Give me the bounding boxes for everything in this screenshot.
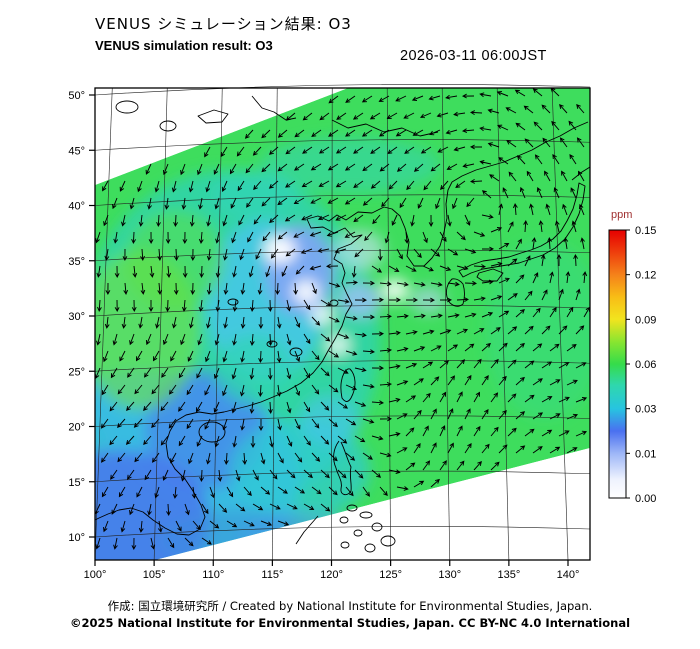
x-tick-label: 120° — [320, 569, 343, 581]
graticule — [94, 84, 591, 561]
colorbar-unit-label: ppm — [611, 209, 632, 221]
title-english: VENUS simulation result: O3 — [95, 38, 273, 53]
x-axis-labels: 100° 105° 110° 115° 120° 125° 130° 135° 140° — [84, 569, 580, 581]
colorbar-tick-label: 0.09 — [635, 314, 656, 326]
colorbar-tick-label: 0.01 — [635, 448, 656, 460]
axis-ticks — [89, 94, 569, 566]
x-tick-label: 100° — [84, 569, 107, 581]
y-tick-label: 30° — [68, 311, 85, 323]
y-tick-label: 35° — [68, 256, 85, 268]
y-tick-label: 10° — [68, 532, 85, 544]
colorbar-tick-label: 0.00 — [635, 493, 656, 505]
x-tick-label: 130° — [438, 569, 461, 581]
copyright-line: ©2025 National Institute for Environment… — [69, 616, 631, 630]
colorbar-tick-label: 0.12 — [635, 270, 656, 282]
timestamp: 2026-03-11 06:00JST — [400, 48, 547, 64]
x-tick-label: 125° — [379, 569, 402, 581]
x-tick-label: 140° — [557, 569, 580, 581]
x-tick-label: 110° — [202, 569, 224, 581]
y-tick-label: 50° — [68, 90, 85, 102]
y-axis-labels: 50° 45° 40° 35° 30° 25° 20° 15° 10° — [68, 90, 85, 544]
y-tick-label: 25° — [68, 366, 85, 378]
colorbar-tick-label: 0.06 — [635, 359, 656, 371]
plot-frame — [94, 87, 591, 561]
title-japanese: VENUS シミュレーション結果: O3 — [95, 15, 352, 33]
colorbar-tick-label: 0.03 — [635, 404, 656, 416]
x-tick-label: 105° — [143, 569, 166, 581]
o3-field — [95, 88, 590, 560]
coastlines — [94, 95, 591, 553]
colorbar-gradient — [608, 229, 627, 499]
colorbar-tick-label: 0.15 — [635, 225, 656, 237]
y-tick-label: 20° — [68, 422, 85, 434]
y-tick-label: 15° — [68, 477, 85, 489]
credit-line: 作成: 国立環境研究所 / Created by National Instit… — [107, 599, 593, 613]
x-tick-label: 135° — [497, 569, 520, 581]
wind-vectors — [94, 87, 590, 550]
x-tick-label: 115° — [261, 569, 283, 581]
y-tick-label: 45° — [68, 145, 85, 157]
y-tick-label: 40° — [68, 201, 85, 213]
